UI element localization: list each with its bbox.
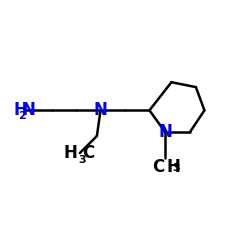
Text: H: H [13, 100, 27, 118]
Text: C: C [152, 158, 164, 176]
Text: N: N [22, 100, 36, 118]
Text: N: N [94, 100, 108, 118]
Text: H: H [166, 158, 180, 176]
Text: C: C [82, 144, 94, 162]
Text: H: H [64, 144, 77, 162]
Text: 3: 3 [78, 155, 86, 165]
Text: N: N [158, 123, 172, 141]
Text: 3: 3 [172, 163, 180, 173]
Text: 2: 2 [18, 112, 26, 122]
